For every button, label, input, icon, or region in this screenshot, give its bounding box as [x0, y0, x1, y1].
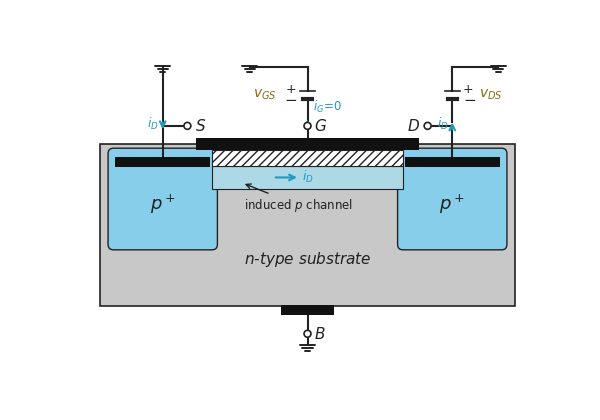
Text: $S$: $S$	[195, 118, 206, 134]
Text: $p^+$: $p^+$	[439, 193, 465, 216]
Text: $v_{GS}$: $v_{GS}$	[253, 88, 277, 102]
Text: +: +	[463, 83, 473, 96]
Text: $v_{DS}$: $v_{DS}$	[479, 88, 503, 102]
Text: $p^+$: $p^+$	[150, 193, 176, 216]
FancyBboxPatch shape	[108, 148, 217, 250]
Text: $i_G\!=\!0$: $i_G\!=\!0$	[313, 99, 342, 115]
Text: $B$: $B$	[314, 326, 326, 342]
Text: −: −	[284, 93, 297, 108]
Text: $i_D$: $i_D$	[437, 116, 448, 132]
Circle shape	[424, 122, 431, 129]
Text: $i_D$: $i_D$	[302, 169, 314, 186]
Bar	[212, 166, 403, 189]
Text: $n$-type substrate: $n$-type substrate	[244, 250, 371, 269]
Circle shape	[184, 122, 191, 129]
Text: +: +	[286, 83, 297, 96]
Bar	[196, 138, 419, 150]
Bar	[281, 304, 334, 315]
Text: induced $p$ channel: induced $p$ channel	[244, 184, 353, 214]
Circle shape	[304, 330, 311, 337]
Text: $D$: $D$	[407, 118, 420, 134]
Circle shape	[304, 122, 311, 129]
Bar	[404, 157, 500, 168]
FancyBboxPatch shape	[398, 148, 507, 250]
Text: $G$: $G$	[314, 118, 328, 134]
Bar	[100, 144, 515, 306]
Bar	[212, 150, 403, 166]
Bar	[115, 157, 211, 168]
Text: −: −	[463, 93, 476, 108]
Text: $i_D$: $i_D$	[147, 116, 159, 132]
